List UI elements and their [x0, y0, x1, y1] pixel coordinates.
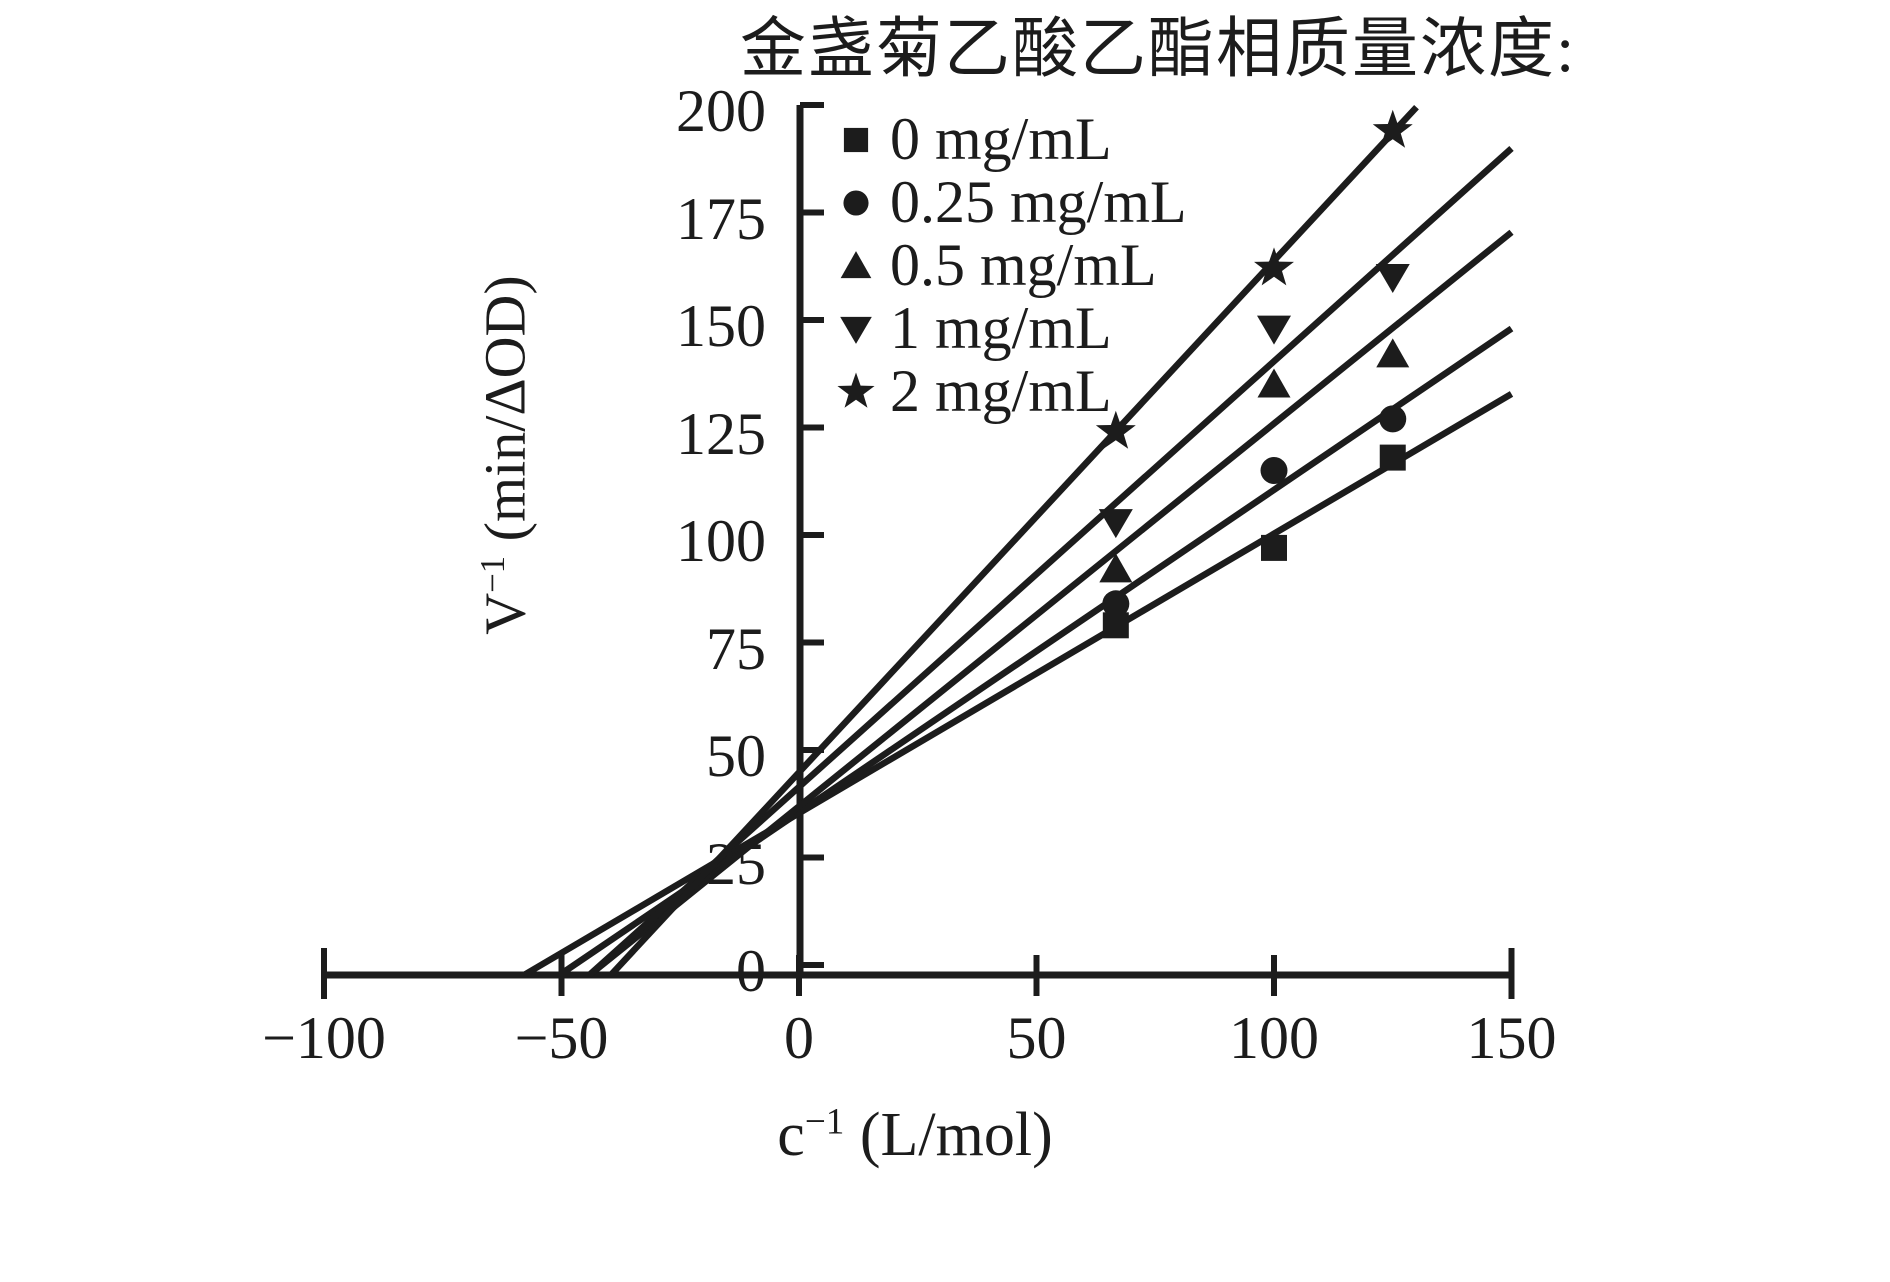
legend-star-icon: [837, 371, 875, 408]
legend-label: 0.25 mg/mL: [890, 169, 1187, 235]
triangle-down-marker: [840, 316, 872, 344]
square-marker: [843, 127, 869, 152]
legend-item: 2 mg/mL: [834, 360, 1187, 423]
star-marker: [1254, 247, 1294, 286]
y-tick-label: 50: [706, 723, 766, 789]
x-axis-label-units: (L/mol): [844, 1101, 1053, 1169]
triangle-up-marker: [1376, 338, 1410, 368]
legend-item: 0 mg/mL: [834, 108, 1187, 171]
legend-label: 1 mg/mL: [890, 295, 1112, 361]
legend-triangle-up-icon: [840, 250, 872, 278]
legend-circle-icon: [843, 189, 869, 216]
x-axis-label: c−1 (L/mol): [777, 1100, 1052, 1171]
y-tick-label: 25: [706, 830, 766, 897]
y-axis-label: V−1 (min/ΔOD): [472, 275, 539, 634]
y-tick-label: 175: [676, 185, 766, 252]
triangle-up-marker: [1099, 553, 1133, 583]
x-axis-label-base: c: [777, 1101, 805, 1169]
legend-item: 1 mg/mL: [834, 297, 1187, 360]
circle-marker: [843, 189, 869, 216]
circle-marker: [1260, 457, 1288, 484]
circle-marker: [1102, 590, 1130, 618]
y-tick-label: 0: [736, 938, 766, 1004]
x-tick-label: −100: [262, 1005, 386, 1071]
legend-square-icon: [843, 127, 869, 152]
square-marker: [1261, 534, 1287, 561]
x-tick-label: 50: [1006, 1005, 1067, 1071]
y-tick-label: 75: [706, 615, 766, 682]
square-marker: [1379, 444, 1406, 471]
star-marker: [1372, 109, 1413, 148]
triangle-down-marker: [1098, 509, 1133, 539]
y-tick-label: 150: [676, 293, 766, 359]
x-tick-label: −50: [514, 1005, 609, 1071]
legend-item: 0.5 mg/mL: [834, 234, 1187, 297]
x-tick-label: 150: [1466, 1005, 1557, 1071]
y-axis-label-base: V: [472, 592, 538, 635]
fit-line-0-5-mg-ml: [587, 229, 1514, 978]
fit-line-0-mg-ml: [522, 391, 1514, 978]
legend-triangle-down-icon: [840, 316, 872, 344]
chart-title: 金盏菊乙酸乙酯相质量浓度:: [740, 13, 1577, 86]
star-marker: [837, 371, 875, 408]
y-axis-label-exponent: −1: [473, 555, 513, 593]
triangle-down-marker: [1375, 264, 1410, 293]
y-tick-label: 125: [676, 400, 766, 467]
y-tick-label: 200: [676, 78, 766, 144]
fit-line-0-25-mg-ml: [557, 325, 1514, 978]
legend-label: 2 mg/mL: [890, 358, 1112, 424]
triangle-up-marker: [1257, 368, 1291, 398]
legend-label: 0 mg/mL: [890, 106, 1112, 172]
triangle-down-marker: [1257, 315, 1291, 345]
legend-label: 0.5 mg/mL: [890, 232, 1157, 298]
triangle-up-marker: [840, 250, 872, 278]
x-tick-label: 100: [1229, 1005, 1319, 1071]
fit-line-2-mg-ml: [608, 104, 1419, 978]
circle-marker: [1379, 405, 1407, 433]
y-axis-label-units: (min/ΔOD): [472, 275, 538, 556]
star-marker: [1095, 410, 1136, 449]
legend-item: 0.25 mg/mL: [834, 171, 1187, 234]
x-tick-label: 0: [784, 1005, 814, 1071]
y-tick-label: 100: [676, 508, 766, 574]
legend: 0 mg/mL 0.25 mg/mL 0.5 mg/mL 1 mg/mL 2 mg/mL: [834, 108, 1187, 423]
x-axis-label-exponent: −1: [804, 1101, 845, 1143]
